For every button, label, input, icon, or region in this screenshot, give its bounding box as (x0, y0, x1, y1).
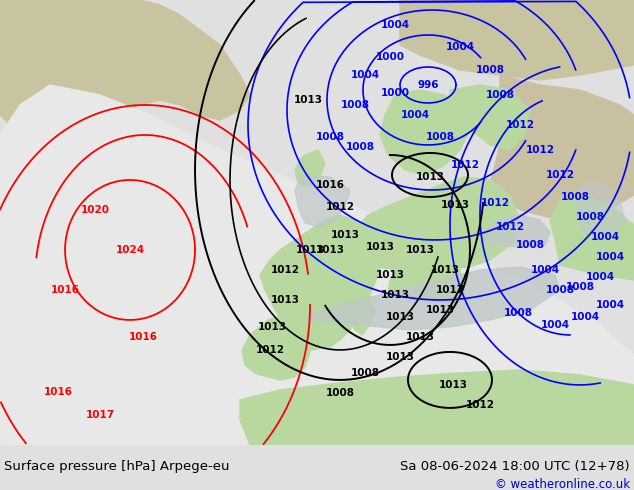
Text: 1008: 1008 (325, 388, 354, 398)
Text: 1004: 1004 (590, 232, 619, 242)
Text: 1013: 1013 (425, 305, 455, 315)
Polygon shape (380, 90, 470, 175)
Polygon shape (482, 215, 550, 247)
Text: 1016: 1016 (44, 387, 72, 397)
Polygon shape (242, 315, 310, 380)
Text: 1020: 1020 (81, 205, 110, 215)
Polygon shape (0, 85, 634, 445)
Text: 1004: 1004 (380, 20, 410, 30)
Text: 1013: 1013 (406, 332, 434, 342)
Polygon shape (240, 370, 634, 445)
Text: 1013: 1013 (294, 95, 323, 105)
Text: 1012: 1012 (545, 170, 574, 180)
Text: 1008: 1008 (560, 192, 590, 202)
Text: 1004: 1004 (401, 110, 430, 120)
Text: 1008: 1008 (576, 212, 604, 222)
Text: 1013: 1013 (271, 295, 299, 305)
Text: 1008: 1008 (545, 285, 574, 295)
Text: 1013: 1013 (375, 270, 404, 280)
Text: 1008: 1008 (346, 142, 375, 152)
Text: 1012: 1012 (505, 120, 534, 130)
Text: 1004: 1004 (446, 42, 474, 52)
Text: 1004: 1004 (595, 252, 624, 262)
Text: 1013: 1013 (385, 352, 415, 362)
Text: 1004: 1004 (595, 300, 624, 310)
Text: 1008: 1008 (503, 308, 533, 318)
Text: 1013: 1013 (316, 245, 344, 255)
Text: 1013: 1013 (441, 200, 469, 210)
Polygon shape (350, 295, 375, 335)
Text: 1000: 1000 (375, 52, 404, 62)
Text: 1013: 1013 (406, 245, 434, 255)
Polygon shape (490, 75, 634, 220)
Text: 1004: 1004 (540, 320, 569, 330)
Text: 1000: 1000 (380, 88, 410, 98)
Text: 1013: 1013 (415, 172, 444, 182)
Text: 1012: 1012 (451, 160, 479, 170)
Polygon shape (0, 0, 250, 155)
Text: Sa 08-06-2024 18:00 UTC (12+78): Sa 08-06-2024 18:00 UTC (12+78) (401, 460, 630, 473)
Polygon shape (550, 195, 634, 280)
Text: 1008: 1008 (566, 282, 595, 292)
Text: 1008: 1008 (316, 132, 344, 142)
Text: © weatheronline.co.uk: © weatheronline.co.uk (495, 478, 630, 490)
Polygon shape (400, 0, 634, 80)
Text: 1012: 1012 (325, 202, 354, 212)
Text: 1008: 1008 (515, 240, 545, 250)
Text: 1012: 1012 (481, 198, 510, 208)
Polygon shape (295, 175, 350, 227)
Text: 1013: 1013 (380, 290, 410, 300)
Text: 1004: 1004 (531, 265, 560, 275)
Text: 1004: 1004 (585, 272, 614, 282)
Text: 1012: 1012 (256, 345, 285, 355)
Text: 1013: 1013 (295, 245, 325, 255)
Text: 1008: 1008 (476, 65, 505, 75)
Text: 1008: 1008 (425, 132, 455, 142)
Polygon shape (350, 177, 520, 270)
Text: 1016: 1016 (316, 180, 344, 190)
Polygon shape (450, 85, 530, 150)
Text: 1008: 1008 (340, 100, 370, 110)
Text: 1016: 1016 (51, 285, 79, 295)
Text: 1008: 1008 (351, 368, 380, 378)
Text: 1012: 1012 (495, 222, 524, 232)
Text: 1013: 1013 (385, 312, 415, 322)
Polygon shape (295, 150, 325, 187)
Text: 1024: 1024 (115, 245, 145, 255)
Text: 1017: 1017 (436, 285, 465, 295)
Text: 1017: 1017 (86, 410, 115, 420)
Text: Surface pressure [hPa] Arpege-eu: Surface pressure [hPa] Arpege-eu (4, 460, 230, 473)
Polygon shape (388, 255, 465, 305)
Text: 1013: 1013 (257, 322, 287, 332)
Text: 1013: 1013 (439, 380, 467, 390)
Text: 1012: 1012 (271, 265, 299, 275)
Polygon shape (260, 215, 380, 350)
Polygon shape (575, 183, 625, 235)
Text: 1012: 1012 (526, 145, 555, 155)
Text: 1004: 1004 (351, 70, 380, 80)
Text: 1013: 1013 (430, 265, 460, 275)
Polygon shape (308, 267, 560, 330)
Text: 1008: 1008 (486, 90, 514, 100)
Text: 1013: 1013 (330, 230, 359, 240)
Text: 996: 996 (417, 80, 439, 90)
Text: 1016: 1016 (129, 332, 157, 342)
Text: 1013: 1013 (365, 242, 394, 252)
Text: 1004: 1004 (571, 312, 600, 322)
Text: 1012: 1012 (465, 400, 495, 410)
